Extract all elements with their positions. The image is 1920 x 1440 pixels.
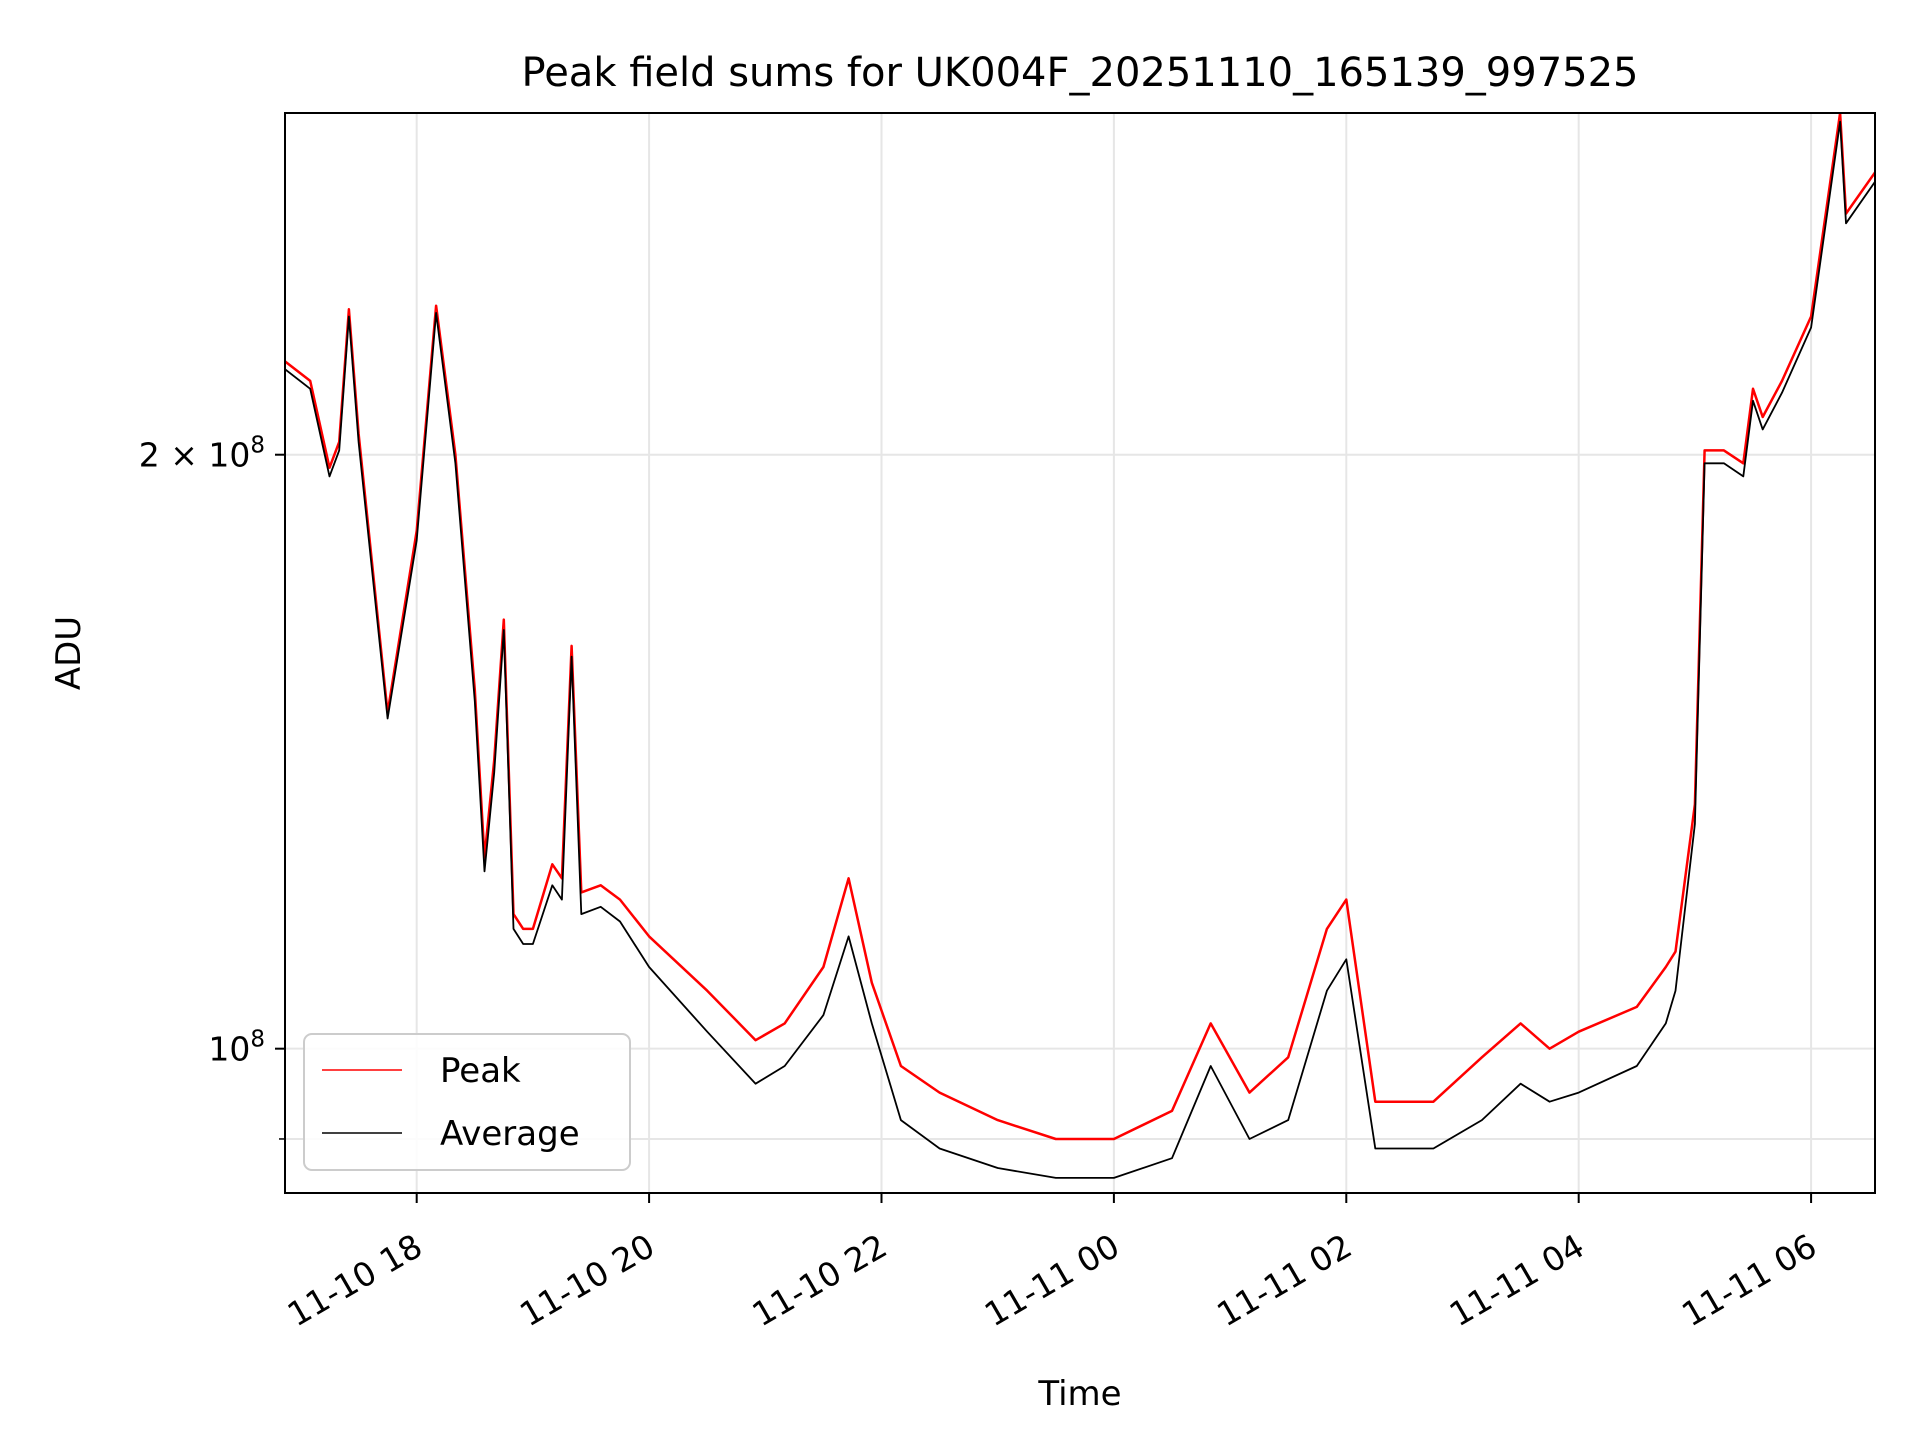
legend-label-average: Average bbox=[440, 1114, 580, 1154]
grid bbox=[285, 113, 1875, 1193]
series-layer bbox=[285, 113, 1875, 1179]
legend-label-peak: Peak bbox=[440, 1051, 521, 1091]
y-axis-label: ADU bbox=[49, 616, 89, 690]
legend: Peak Average bbox=[303, 1033, 631, 1171]
y-tick-label: 2 × 108 bbox=[139, 433, 265, 475]
plot-frame bbox=[284, 112, 1876, 1194]
y-tick-label: 108 bbox=[208, 1027, 265, 1069]
chart-title: Peak field sums for UK004F_20251110_1651… bbox=[522, 50, 1639, 96]
y-axis: 108 2 × 108 bbox=[139, 433, 285, 1140]
series-line-average bbox=[285, 120, 1875, 1179]
x-axis-label: Time bbox=[1037, 1374, 1121, 1414]
legend-box bbox=[303, 1033, 631, 1171]
